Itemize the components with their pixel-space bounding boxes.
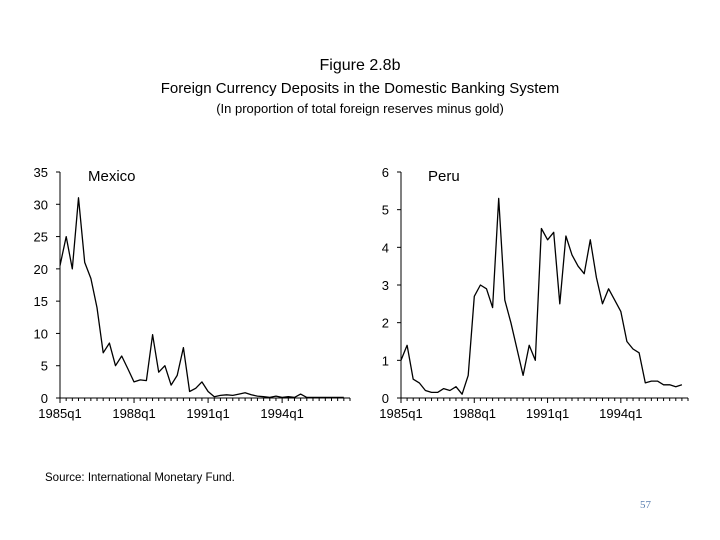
peru-y-tick-label: 4 [382, 240, 389, 255]
mexico-x-tick-label: 1991q1 [186, 406, 229, 421]
page-number: 57 [640, 499, 651, 511]
peru-y-tick-label: 0 [382, 391, 389, 406]
peru-x-tick-label: 1985q1 [379, 406, 422, 421]
mexico-y-tick-label: 10 [34, 326, 48, 341]
figure-title: Figure 2.8b [319, 57, 401, 74]
peru-y-tick-label: 5 [382, 203, 389, 218]
peru-y-tick-label: 2 [382, 316, 389, 331]
peru-y-tick-label: 3 [382, 278, 389, 293]
mexico-x-tick-label: 1994q1 [260, 406, 303, 421]
mexico-x-tick-label: 1988q1 [112, 406, 155, 421]
mexico-y-tick-label: 25 [34, 230, 48, 245]
mexico-series-line [59, 197, 344, 399]
mexico-y-tick-label: 20 [34, 262, 48, 277]
source-note: Source: International Monetary Fund. [45, 472, 235, 484]
peru-x-tick-label: 1994q1 [599, 406, 642, 421]
peru-y-tick-label: 6 [382, 165, 389, 180]
mexico-y-tick-label: 30 [34, 197, 48, 212]
figure-subtitle: Foreign Currency Deposits in the Domesti… [160, 80, 560, 97]
mexico-panel-title: Mexico [88, 168, 136, 185]
peru-panel-title: Peru [428, 168, 460, 185]
mexico-y-tick-label: 35 [34, 165, 48, 180]
mexico-y-tick-label: 0 [41, 391, 48, 406]
mexico-y-tick-label: 5 [41, 359, 48, 374]
peru-x-tick-label: 1988q1 [453, 406, 496, 421]
peru-y-tick-label: 1 [382, 353, 389, 368]
peru-series-line [400, 197, 683, 395]
figure-note: (In proportion of total foreign reserves… [216, 101, 504, 116]
mexico-y-tick-label: 15 [34, 294, 48, 309]
mexico-x-tick-label: 1985q1 [38, 406, 81, 421]
peru-x-tick-label: 1991q1 [526, 406, 569, 421]
